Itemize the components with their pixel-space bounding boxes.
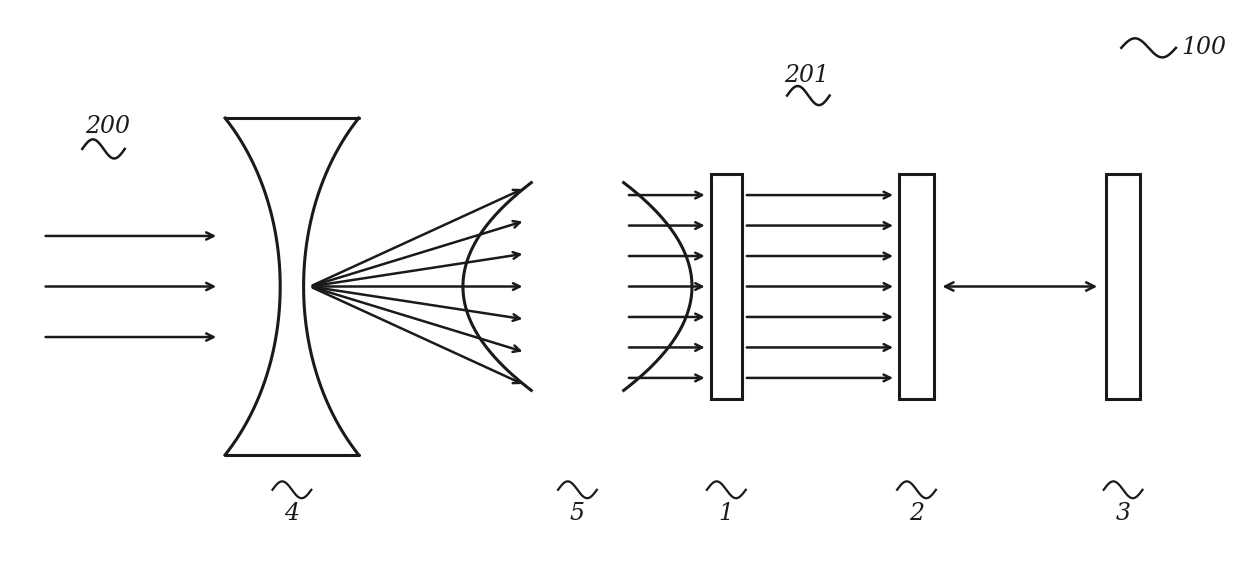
Bar: [1106, 174, 1140, 399]
Text: 201: 201: [784, 64, 830, 88]
Bar: [899, 174, 934, 399]
Text: 100: 100: [1182, 36, 1226, 60]
Text: 3: 3: [1116, 503, 1131, 525]
Text: 200: 200: [86, 115, 130, 138]
Text: 5: 5: [570, 503, 585, 525]
Text: 2: 2: [909, 503, 924, 525]
Text: 4: 4: [284, 503, 299, 525]
Text: 1: 1: [719, 503, 734, 525]
Bar: [711, 174, 742, 399]
